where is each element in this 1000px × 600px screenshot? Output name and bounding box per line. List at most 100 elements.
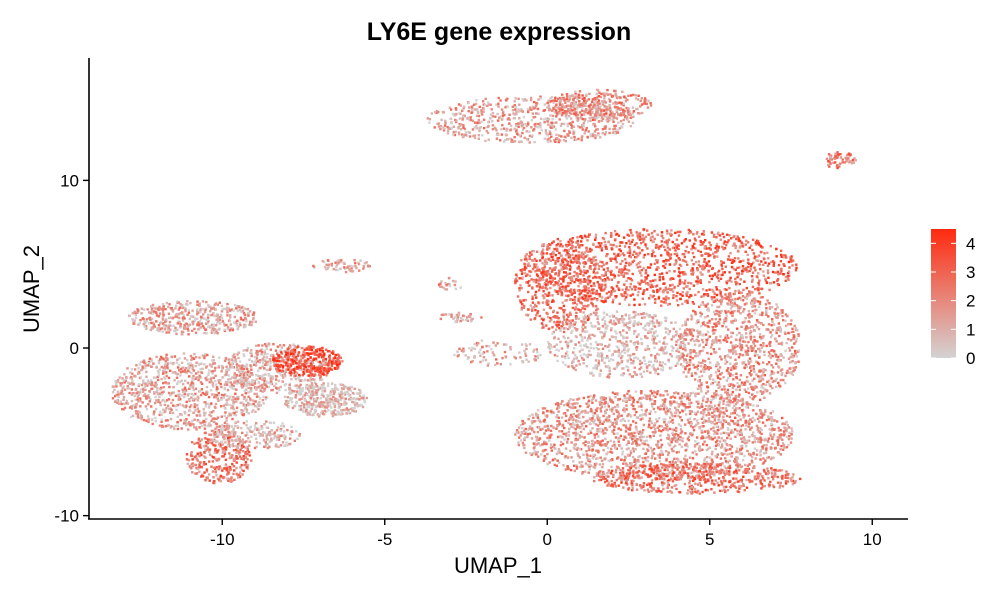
cell-point: [228, 367, 231, 371]
cell-point: [825, 157, 829, 160]
cell-point: [346, 409, 349, 412]
cell-point: [255, 349, 258, 353]
cell-point: [311, 367, 315, 370]
cell-point: [304, 391, 307, 395]
cell-point: [330, 398, 333, 401]
cell-point: [257, 402, 260, 405]
cell-point: [546, 106, 549, 109]
cell-point: [725, 288, 728, 291]
cell-point: [289, 362, 292, 366]
cell-point: [207, 402, 210, 406]
cell-point: [595, 107, 598, 110]
cell-point: [261, 434, 264, 437]
cell-point: [619, 96, 622, 99]
cell-point: [619, 114, 622, 117]
cell-point: [705, 289, 708, 292]
cell-point: [204, 401, 207, 404]
cell-point: [758, 243, 761, 246]
cell-point: [310, 381, 314, 385]
cell-point: [342, 392, 345, 395]
cell-point: [588, 104, 591, 108]
cell-point: [581, 244, 584, 247]
cell-point: [339, 260, 342, 264]
cell-point: [759, 250, 763, 254]
cell-point: [206, 438, 210, 442]
cell-point: [223, 437, 226, 441]
cell-point: [627, 239, 630, 243]
cell-point: [261, 362, 265, 365]
cell-point: [536, 269, 539, 272]
cell-point: [163, 403, 166, 407]
cell-point: [320, 400, 323, 404]
cell-point: [207, 440, 210, 443]
cell-point: [280, 434, 283, 437]
cell-point: [322, 382, 325, 385]
cell-point: [475, 99, 478, 102]
cell-point: [597, 94, 601, 98]
cell-point: [199, 440, 202, 443]
cell-point: [593, 97, 597, 100]
cell-point: [159, 403, 162, 407]
cell-point: [155, 383, 158, 387]
cell-point: [605, 292, 608, 295]
cell-point: [565, 114, 568, 117]
cell-point: [566, 104, 570, 107]
cell-point: [263, 423, 266, 426]
cell-point: [654, 278, 657, 282]
cell-point: [220, 405, 223, 408]
cell-point: [691, 301, 694, 304]
cell-point: [205, 300, 208, 304]
cell-point: [149, 398, 152, 401]
cell-point: [154, 385, 157, 389]
cell-point: [307, 405, 311, 409]
cell-point: [214, 470, 217, 473]
cell-point: [266, 443, 269, 446]
cell-point: [263, 382, 266, 385]
cell-point: [233, 469, 236, 472]
cell-point: [836, 151, 839, 154]
cell-point: [717, 271, 720, 274]
cell-point: [288, 390, 292, 394]
cell-point: [664, 248, 667, 252]
cell-point: [194, 387, 198, 390]
cell-point: [224, 435, 227, 439]
cell-point: [312, 387, 315, 390]
cell-point: [518, 117, 521, 120]
cell-point: [330, 362, 334, 366]
cell-point: [348, 411, 352, 415]
cell-point: [281, 370, 284, 373]
cell-point: [189, 384, 192, 387]
cell-point: [223, 394, 226, 397]
cell-point: [457, 103, 461, 106]
cell-point: [545, 252, 549, 255]
cell-point: [756, 242, 759, 245]
cell-point: [234, 439, 237, 442]
cell-point: [520, 140, 523, 143]
cell-point: [318, 353, 321, 357]
cell-point: [321, 378, 324, 381]
cell-point: [255, 392, 258, 396]
cell-point: [659, 287, 662, 290]
cell-point: [309, 356, 312, 359]
cell-point: [161, 303, 165, 306]
cell-point: [262, 431, 265, 434]
cell-point: [487, 138, 490, 141]
cell-point: [262, 395, 265, 398]
cell-point: [428, 121, 431, 124]
cell-point: [215, 318, 218, 321]
cell-point: [267, 385, 270, 389]
cell-point: [637, 281, 640, 284]
cell-point: [787, 277, 790, 281]
cell-point: [237, 356, 240, 360]
cell-point: [228, 469, 231, 472]
cell-point: [259, 384, 262, 387]
cell-point: [684, 300, 687, 303]
cell-point: [201, 391, 204, 395]
cell-point: [179, 374, 182, 377]
cell-point: [758, 263, 761, 266]
cell-point: [324, 362, 328, 365]
cell-point: [594, 263, 597, 267]
cell-point: [309, 410, 312, 413]
cell-point: [158, 328, 162, 331]
cell-point: [723, 271, 726, 274]
